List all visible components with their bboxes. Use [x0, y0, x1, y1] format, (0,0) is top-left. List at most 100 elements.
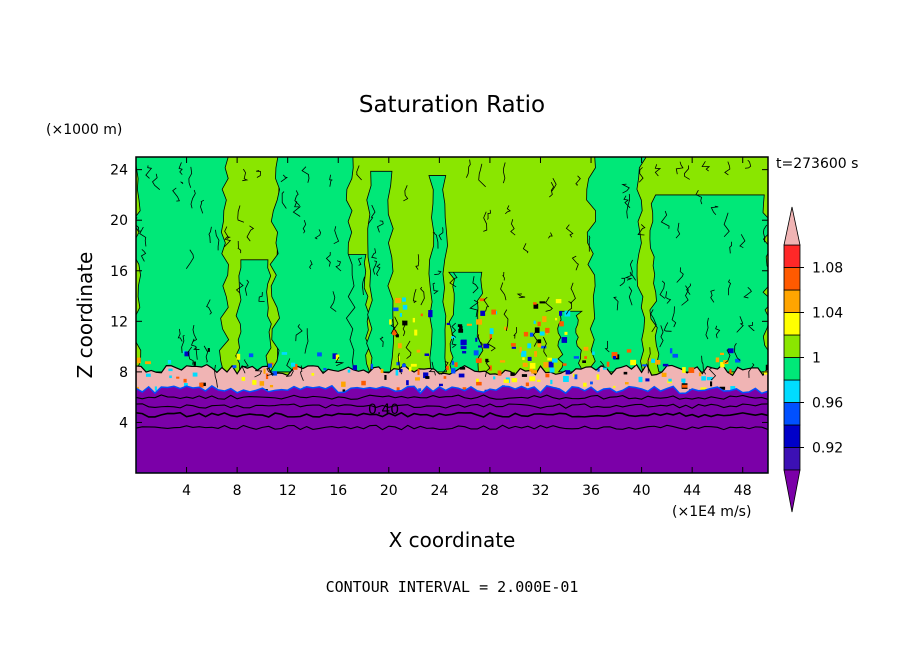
contour-fragment	[304, 328, 309, 354]
contour-fragment	[681, 285, 689, 306]
speckle	[504, 326, 509, 330]
speckle	[491, 309, 497, 315]
speckle	[451, 360, 454, 365]
speckle	[574, 374, 578, 380]
contour-fragment	[747, 321, 755, 332]
y-axis-label: Z coordinate	[73, 252, 97, 379]
speckle	[583, 346, 589, 351]
speckle	[719, 386, 726, 390]
contour-fragment	[140, 249, 147, 262]
speckle	[317, 352, 322, 357]
contour-fragment	[192, 324, 198, 342]
speckle	[396, 387, 400, 392]
speckle	[479, 298, 486, 302]
speckle	[335, 354, 340, 361]
contour-line-0	[136, 394, 768, 400]
contour-fragment	[181, 335, 185, 354]
green-region-0	[136, 157, 230, 373]
contour-fragment	[449, 272, 458, 288]
speckle	[729, 369, 732, 374]
speckle	[603, 367, 607, 370]
speckle	[592, 351, 595, 355]
contour-fragment	[215, 229, 220, 251]
speckle	[236, 353, 241, 360]
contour-fragment	[371, 248, 377, 259]
speckle	[534, 351, 537, 357]
contour-fragment	[139, 226, 147, 247]
speckle	[529, 362, 536, 369]
speckle	[647, 358, 652, 362]
speckle	[583, 382, 587, 387]
speckle	[272, 371, 278, 376]
speckle	[292, 364, 298, 370]
contour-fragment	[180, 181, 184, 185]
speckle	[763, 370, 768, 375]
contour-fragment	[637, 224, 646, 236]
speckle	[527, 343, 532, 349]
colorbar-segment	[783, 289, 801, 313]
green-region-2	[586, 157, 647, 373]
contour-fragment	[377, 220, 384, 233]
speckle	[459, 367, 466, 370]
colorbar-segment	[783, 424, 801, 448]
contour-fragment	[254, 369, 263, 378]
contour-fragment	[190, 338, 198, 360]
speckle	[534, 327, 540, 333]
contour-fragment	[571, 255, 579, 271]
contour-line-1	[136, 403, 768, 409]
speckle	[341, 381, 346, 387]
x-axis-ticks: 4 8 12 16 20 24 28 32 36 40 44 48	[182, 157, 752, 499]
speckle	[511, 378, 518, 383]
speckle	[395, 370, 399, 376]
contour-fragment	[237, 240, 242, 254]
contour-fragment	[301, 166, 310, 183]
x-tick-label: 28	[481, 483, 499, 499]
speckle	[613, 385, 616, 388]
plot-frame	[135, 156, 769, 474]
speckle	[402, 297, 406, 302]
speckle	[720, 362, 725, 368]
contour-fragment	[280, 174, 288, 183]
speckle	[715, 357, 720, 363]
contour-fragment	[428, 361, 436, 376]
contour-fragment	[623, 195, 631, 209]
contour-fragment	[441, 360, 449, 375]
contour-fragment	[329, 174, 333, 187]
speckle	[533, 320, 536, 324]
contour-fragment	[665, 291, 672, 304]
y-tick-label: 24	[110, 163, 128, 179]
contour-fragment	[710, 289, 715, 303]
speckle	[562, 363, 567, 366]
speckle	[584, 356, 587, 359]
speckle	[414, 329, 418, 336]
contour-label: 0.40	[368, 402, 399, 418]
x-unit-label: (×1E4 m/s)	[672, 504, 751, 520]
contour-fragment	[379, 336, 384, 348]
contour-fragment	[397, 352, 402, 375]
speckle	[522, 362, 528, 367]
speckle	[252, 380, 257, 385]
colorbar-segment	[783, 267, 801, 291]
x-tick-label: 8	[233, 483, 242, 499]
contour-fragment	[743, 287, 752, 299]
contour-fragment	[266, 367, 275, 376]
speckle	[539, 301, 546, 304]
contour-fragment	[405, 340, 412, 359]
speckle	[559, 311, 563, 316]
speckle	[642, 364, 647, 367]
speckle	[489, 333, 492, 340]
column-3	[366, 170, 395, 373]
speckle	[473, 350, 479, 356]
speckle	[176, 376, 180, 379]
contour-fragment	[451, 337, 457, 349]
contour-fragment	[762, 224, 768, 243]
contour-fragment	[487, 209, 492, 220]
contour-fragment	[402, 320, 407, 337]
colorbar-tick-label: 1	[812, 351, 821, 367]
speckle	[406, 380, 409, 386]
contour-fragment	[565, 224, 574, 238]
speckle	[565, 370, 571, 375]
speckle	[418, 388, 422, 392]
y-tick-label: 20	[110, 213, 128, 229]
contour-fragment	[516, 293, 526, 299]
